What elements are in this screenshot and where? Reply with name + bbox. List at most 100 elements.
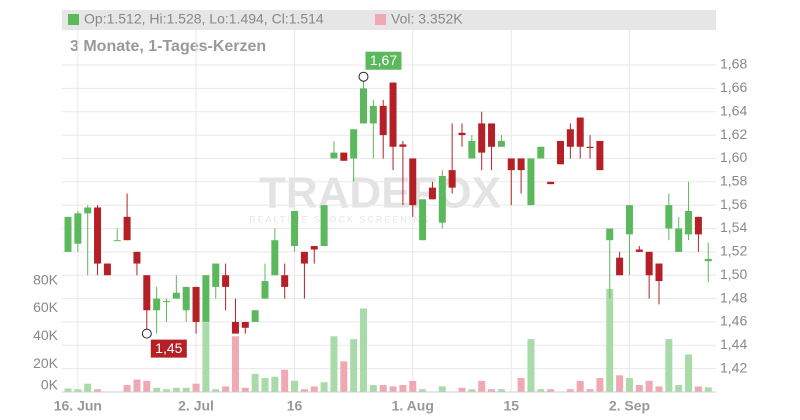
candle-body: [113, 240, 121, 242]
candle-body: [251, 310, 259, 322]
candle-body: [625, 205, 633, 235]
candle-body: [360, 88, 367, 124]
candle-body: [212, 263, 220, 287]
volume-bar: [616, 375, 624, 392]
candle-body: [586, 146, 594, 148]
min-label-box: [150, 339, 187, 358]
candle-body: [685, 211, 693, 235]
candle-body: [399, 144, 407, 147]
y2-tick-label: 80K: [33, 271, 59, 287]
candle-body: [133, 251, 141, 264]
volume-bar: [576, 380, 584, 392]
candle-body: [202, 275, 210, 322]
candle-body: [557, 140, 564, 165]
candle-body: [576, 117, 584, 147]
volume-bar: [133, 379, 141, 392]
x-tick-label: 1. Aug: [392, 398, 434, 414]
candle-body: [419, 199, 427, 241]
volume-bar: [488, 389, 496, 392]
volume-bar: [478, 380, 486, 392]
volume-bar: [84, 383, 92, 392]
volume-bar: [655, 386, 663, 392]
x-tick-label: 15: [503, 398, 519, 414]
max-marker: [358, 71, 369, 82]
volume-bar: [153, 387, 161, 392]
candle-body: [340, 152, 348, 161]
watermark-sub: REALTIME STOCK SCREENING: [249, 214, 431, 224]
volume-bar: [300, 389, 308, 392]
x-tick-label: 2. Sep: [609, 398, 650, 414]
candle-body: [310, 246, 318, 250]
y-tick-label: 1,42: [720, 359, 747, 375]
min-label: 1,45: [155, 340, 182, 356]
candle-body: [64, 216, 72, 252]
volume-bar: [291, 380, 299, 392]
volume-bar: [350, 339, 358, 392]
subtitle: 3 Monate, 1-Tages-Kerzen: [70, 38, 266, 55]
y-tick-label: 1,52: [720, 243, 747, 259]
volume-bar: [586, 389, 594, 392]
candle-body: [143, 275, 151, 311]
volume-bar: [369, 385, 377, 392]
y-tick-label: 1,48: [720, 289, 747, 305]
candle-body: [448, 170, 456, 188]
candle-body: [566, 129, 574, 147]
volume-bar: [281, 369, 289, 392]
volume-bar: [497, 389, 505, 392]
y-tick-label: 1,46: [720, 313, 747, 329]
candle-body: [123, 216, 131, 241]
volume-bar: [694, 386, 702, 392]
volume-bar: [566, 389, 574, 392]
candle-body: [389, 82, 397, 147]
volume-bar: [468, 389, 476, 392]
candle-body: [665, 205, 673, 229]
candle-body: [350, 129, 358, 159]
candle-body: [369, 105, 377, 124]
candle-body: [468, 140, 476, 159]
candle-body: [84, 207, 92, 214]
volume-bar: [64, 388, 72, 392]
volume-bar: [251, 373, 259, 392]
y2-tick-label: 60K: [33, 299, 59, 315]
candle-body: [241, 321, 249, 328]
volume-bar: [143, 380, 151, 392]
y-tick-label: 1,58: [720, 173, 747, 189]
candle-body: [527, 158, 535, 206]
candle-body: [153, 298, 161, 311]
header-volume: Vol: 3.352K: [391, 11, 463, 27]
volume-bar: [675, 385, 683, 392]
candle-body: [428, 187, 436, 200]
candle-body: [497, 140, 505, 147]
volume-bar: [517, 378, 525, 392]
volume-bar: [202, 322, 210, 392]
y-tick-label: 1,64: [720, 102, 747, 118]
volume-bar: [625, 378, 633, 392]
volume-bar: [547, 389, 555, 392]
candle-body: [635, 249, 643, 252]
candle-body: [596, 140, 604, 171]
candle-body: [478, 123, 486, 153]
x-tick-label: 16. Jun: [54, 398, 102, 414]
candle-body: [675, 228, 683, 252]
candle-body: [379, 105, 387, 136]
y2-tick-label: 40K: [33, 327, 59, 343]
candle-body: [547, 181, 555, 185]
candle-body: [281, 275, 289, 287]
candle-body: [291, 211, 299, 247]
y-tick-label: 1,62: [720, 126, 747, 142]
candle-body: [517, 158, 525, 171]
candle-body: [616, 257, 624, 276]
volume-bar: [635, 385, 643, 392]
y2-tick-label: 20K: [33, 355, 59, 371]
volume-bar: [310, 386, 318, 392]
candle-body: [488, 123, 496, 147]
y-tick-label: 1,68: [720, 56, 747, 72]
y2-tick-label: 0K: [41, 377, 59, 393]
candle-body: [458, 132, 466, 136]
max-label: 1,67: [370, 52, 397, 68]
volume-bar: [409, 380, 417, 392]
legend-up: [68, 14, 79, 25]
candle-body: [704, 258, 712, 262]
volume-bar: [212, 389, 220, 392]
